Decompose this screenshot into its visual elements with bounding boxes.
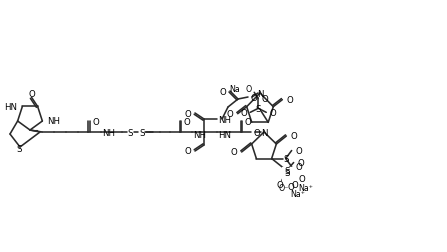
Text: O: O	[245, 84, 251, 93]
Text: O: O	[231, 148, 238, 157]
Text: O: O	[291, 180, 298, 189]
Text: NH: NH	[193, 130, 206, 139]
Text: S: S	[16, 144, 22, 153]
Text: S: S	[284, 168, 289, 177]
Text: HN: HN	[4, 103, 17, 112]
Text: S: S	[127, 128, 133, 137]
Text: S: S	[256, 104, 261, 113]
Text: O: O	[298, 159, 304, 167]
Text: HN: HN	[218, 130, 231, 139]
Text: NH: NH	[218, 115, 231, 124]
Text: N: N	[261, 128, 267, 137]
Text: O: O	[295, 162, 302, 171]
Text: NH: NH	[102, 129, 115, 138]
Text: O: O	[295, 146, 302, 155]
Text: NH: NH	[47, 116, 60, 125]
Text: O: O	[254, 128, 261, 137]
Text: O: O	[245, 117, 252, 126]
Text: O: O	[92, 117, 99, 126]
Text: O: O	[291, 132, 297, 141]
Text: S: S	[139, 128, 145, 137]
Text: O: O	[184, 147, 191, 156]
Text: N: N	[257, 89, 263, 98]
Text: O: O	[287, 96, 293, 105]
Text: O: O	[240, 108, 247, 117]
Text: Na: Na	[229, 84, 240, 93]
Text: O: O	[184, 109, 191, 118]
Text: O: O	[28, 90, 35, 99]
Text: O: O	[184, 117, 191, 126]
Text: O⁻: O⁻	[278, 183, 289, 192]
Text: O: O	[276, 180, 283, 189]
Text: O: O	[299, 174, 305, 183]
Text: O: O	[227, 110, 234, 119]
Text: O: O	[261, 94, 268, 103]
Text: O: O	[219, 87, 226, 96]
Text: O: O	[287, 182, 295, 191]
Text: Na⁺: Na⁺	[291, 189, 306, 198]
Text: O: O	[269, 108, 276, 117]
Text: O: O	[251, 93, 258, 102]
Text: S: S	[283, 154, 288, 163]
Text: S: S	[284, 166, 289, 175]
Text: Na⁺: Na⁺	[299, 183, 314, 192]
